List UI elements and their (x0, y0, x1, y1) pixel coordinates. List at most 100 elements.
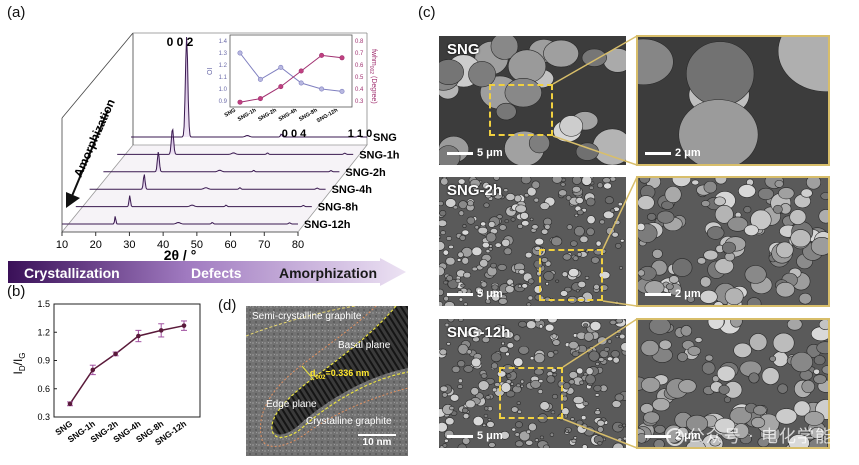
inset-left-tick: 0.9 (219, 99, 228, 105)
b-ylabel-sub1: D (18, 365, 27, 371)
hrtem-crystalline-label: Crystalline graphite (306, 416, 392, 427)
b-ylabel-main: I (11, 371, 25, 374)
hrtem-edge-plane-label: Edge plane (266, 399, 317, 410)
sem-image-sng-12h-zoom: 2 μm (637, 319, 829, 448)
inset-right-tick: 0.5 (355, 75, 364, 81)
panel-letter-a: (a) (7, 4, 26, 21)
inset-x-label: SNG (224, 108, 237, 119)
b-series-line (69, 324, 185, 405)
b-point (158, 328, 164, 333)
sem-sample-label: SNG-12h (447, 324, 511, 341)
panel-a-xrd-stack: 10 20 30 40 50 60 70 80 2θ / ° 0 0 2 0 0 4 1 1 … (56, 32, 400, 262)
sem-zoom-region-box (499, 367, 563, 419)
inset-point (278, 84, 284, 90)
sem-scale-line (645, 292, 671, 296)
hrtem-scale-bar-line (358, 434, 396, 436)
sem-image-sng-zoom: 2 μm (637, 36, 829, 165)
xrd-x-axis-label: 2θ / ° (164, 247, 197, 262)
inset-point (339, 55, 345, 61)
hrtem-semi-crystalline-label: Semi-crystalline graphite (252, 311, 362, 322)
xrd-x-tick-label: 80 (292, 239, 304, 251)
xrd-trace-sng-8h (75, 195, 312, 208)
sem-zoom-frame (636, 176, 830, 307)
sem-texture (637, 36, 829, 165)
panel-d-hrtem: Semi-crystalline graphite Basal plane d0… (246, 306, 408, 456)
inset-point (237, 99, 243, 105)
sem-image-sng-2h-overview: SNG-2h 5 μm (439, 177, 626, 306)
xrd-series-label-sng-8h: SNG-8h (318, 202, 359, 214)
xrd-x-tick-label: 30 (123, 239, 135, 251)
arrow-label-defects: Defects (191, 265, 242, 281)
xrd-trace-sng-4h (89, 174, 326, 190)
sem-sample-label: SNG-2h (447, 182, 503, 199)
inset-left-axis-label: OI (207, 68, 214, 75)
inset-point (257, 96, 263, 102)
xrd-trace-sng-12h (62, 216, 298, 225)
hrtem-image (246, 306, 408, 456)
peak-label-002: 0 0 2 (167, 35, 194, 49)
sem-image-sng-2h-zoom: 2 μm (637, 177, 829, 306)
watermark-text: 公众号 · 电化学能源 (687, 427, 851, 447)
sem-scale-bar: 2 μm (645, 288, 701, 300)
b-ylabel-sub2: G (18, 352, 27, 358)
b-point (67, 401, 73, 407)
sem-scale-text: 2 μm (675, 147, 701, 159)
inset-left-tick: 1.2 (219, 63, 228, 69)
xrd-x-tick-label: 70 (258, 239, 270, 251)
panel-letter-c: (c) (418, 4, 436, 21)
inset-left-tick: 1.4 (219, 39, 228, 45)
sem-image-sng-overview: SNG 5 μm (439, 36, 626, 165)
inset-right-tick: 0.3 (355, 99, 364, 105)
d-spacing-sub: 002 (315, 374, 326, 381)
sem-zoom-frame (636, 318, 830, 449)
xrd-series-label-sng-1h: SNG-1h (359, 149, 400, 161)
inset-right-tick: 0.6 (355, 63, 364, 69)
panel-b-id-ig-chart: 0.30.60.91.21.5ID/IGSNGSNG-1hSNG-2hSNG-4… (11, 299, 201, 447)
wechat-icon (665, 428, 684, 446)
xrd-trace-sng (131, 36, 367, 138)
sem-scale-bar: 5 μm (447, 430, 503, 442)
xrd-x-tick-label: 40 (157, 239, 169, 251)
inset-left-tick: 1.3 (219, 51, 228, 57)
d-spacing-symbol: d (310, 368, 316, 378)
inset-series-line-0 (239, 52, 343, 92)
inset-right-tick: 0.7 (355, 51, 364, 57)
inset-right-tick: 0.4 (355, 87, 364, 93)
sem-zoom-frame (636, 35, 830, 166)
xrd-series-label-sng-2h: SNG-2h (345, 167, 386, 179)
inset-left-tick: 1.0 (219, 87, 228, 93)
inset-point (319, 52, 325, 58)
b-point (136, 333, 141, 339)
b-plot-frame (53, 303, 201, 418)
xrd-x-tick-label: 10 (56, 239, 68, 251)
sem-scale-bar: 5 μm (447, 147, 503, 159)
b-y-tick-label: 0.6 (37, 384, 50, 394)
sem-image-sng-12h-overview: SNG-12h 5 μm (439, 319, 626, 448)
inset-point (298, 80, 304, 86)
sem-scale-text: 5 μm (477, 147, 503, 159)
watermark: 公众号 · 电化学能源 (665, 422, 851, 447)
hrtem-basal-plane-label: Basal plane (338, 340, 391, 351)
xrd-x-ticks: 10 20 30 40 50 60 70 80 (56, 232, 304, 251)
xrd-series-label-sng-4h: SNG-4h (332, 184, 373, 196)
sem-scale-line (447, 434, 473, 438)
inset-right-axis-label: fwhm002 (Degree) (368, 49, 377, 104)
xrd-inset: 0.9 1.0 1.1 1.2 1.3 1.4 0.3 0.4 0.5 0.6 0.7 0.8 OI fw… (207, 34, 377, 124)
hrtem-scale-text: 10 nm (362, 437, 392, 448)
inset-x-label: SNG-4h (278, 107, 299, 123)
xrd-x-tick-label: 60 (224, 239, 236, 251)
b-y-tick-label: 0.3 (37, 412, 50, 422)
sem-scale-line (645, 434, 671, 438)
sem-zoom-region-box (539, 249, 603, 301)
peak-label-110: 1 1 0 (348, 128, 372, 140)
b-point (181, 323, 187, 328)
inset-x-label: SNG-1h (237, 107, 258, 123)
sem-sample-label: SNG (447, 41, 480, 58)
inset-point (319, 86, 325, 92)
xrd-x-tick-label: 50 (191, 239, 203, 251)
sem-scale-text: 5 μm (477, 430, 503, 442)
inset-point (278, 64, 284, 70)
xrd-trace-sng-1h (117, 128, 354, 155)
sem-scale-line (447, 292, 473, 296)
b-point (90, 367, 96, 373)
